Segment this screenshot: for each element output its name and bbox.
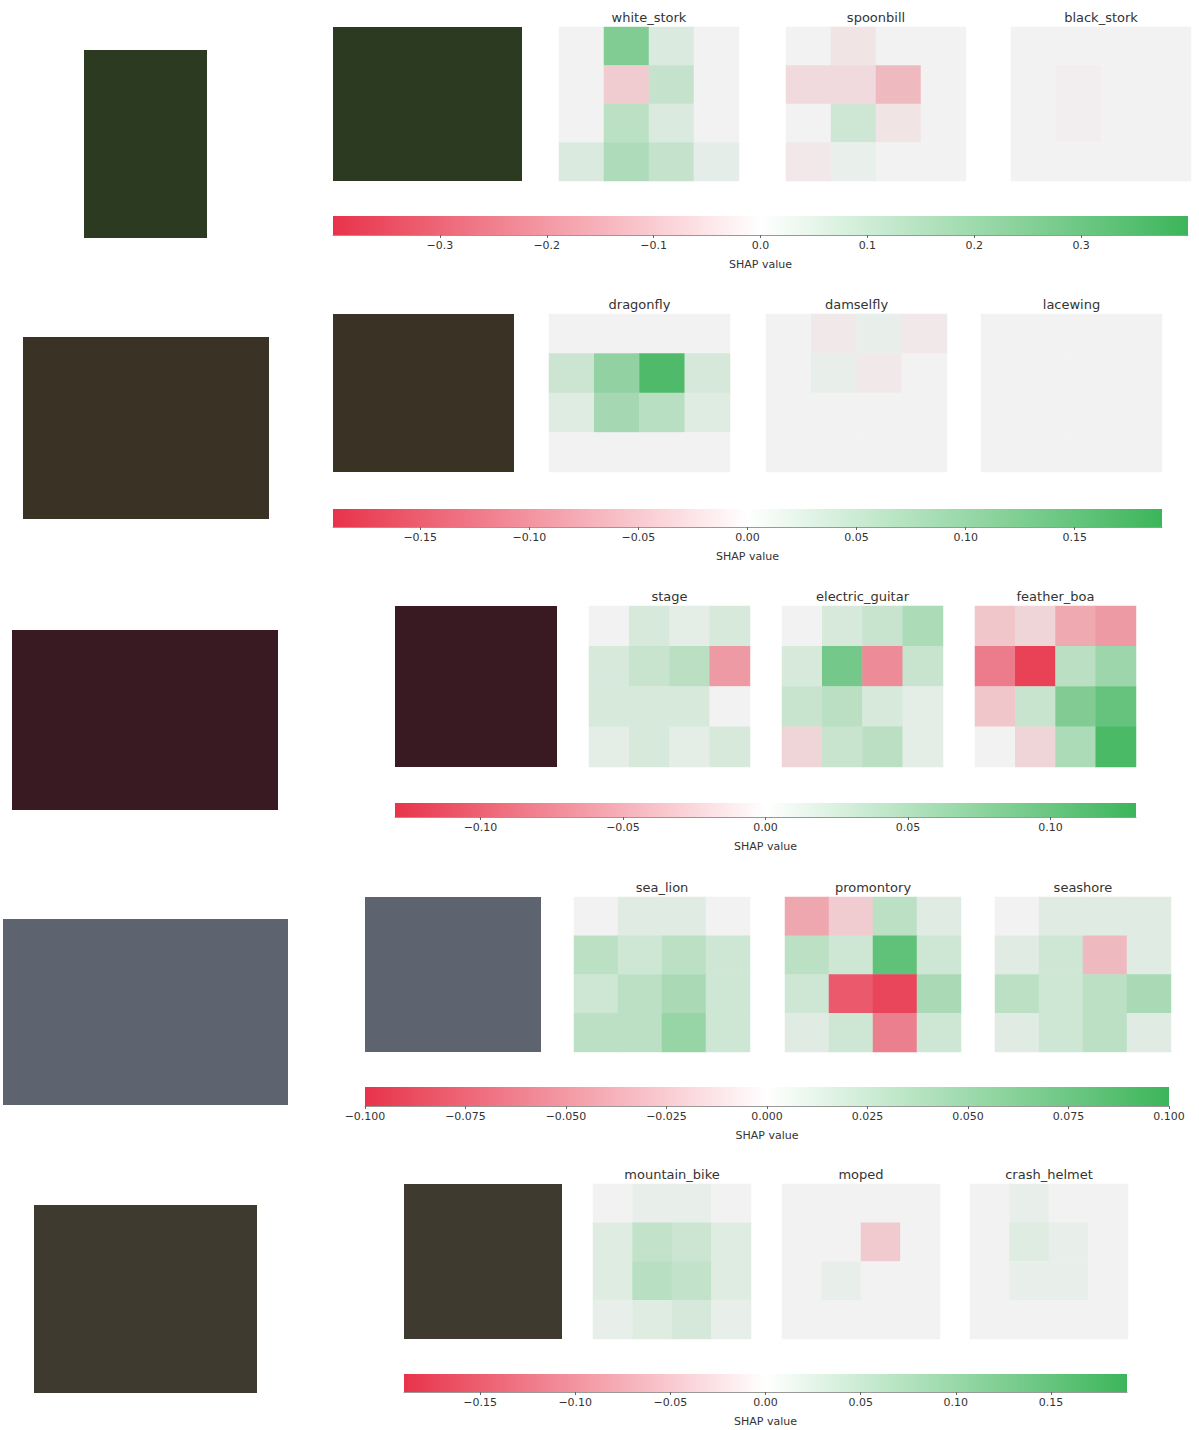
svg-text:−0.2: −0.2 xyxy=(533,239,560,252)
svg-text:0.00: 0.00 xyxy=(735,531,760,544)
svg-text:0.10: 0.10 xyxy=(1038,821,1063,834)
svg-text:mountain_bike: mountain_bike xyxy=(624,1167,719,1182)
svg-text:0.05: 0.05 xyxy=(844,531,869,544)
svg-text:−0.050: −0.050 xyxy=(546,1110,587,1123)
svg-text:−0.3: −0.3 xyxy=(427,239,454,252)
svg-text:electric_guitar: electric_guitar xyxy=(816,589,910,604)
svg-text:−0.1: −0.1 xyxy=(640,239,667,252)
svg-text:0.10: 0.10 xyxy=(944,1396,969,1409)
svg-text:spoonbill: spoonbill xyxy=(847,10,905,25)
svg-text:0.3: 0.3 xyxy=(1072,239,1090,252)
svg-text:0.10: 0.10 xyxy=(953,531,978,544)
svg-text:−0.10: −0.10 xyxy=(464,821,498,834)
svg-text:−0.100: −0.100 xyxy=(345,1110,386,1123)
svg-text:−0.025: −0.025 xyxy=(646,1110,687,1123)
svg-text:0.075: 0.075 xyxy=(1053,1110,1085,1123)
svg-text:crash_helmet: crash_helmet xyxy=(1005,1167,1093,1182)
svg-text:−0.05: −0.05 xyxy=(654,1396,688,1409)
svg-text:sea_lion: sea_lion xyxy=(636,880,689,895)
svg-text:0.100: 0.100 xyxy=(1153,1110,1185,1123)
svg-text:white_stork: white_stork xyxy=(612,10,687,25)
svg-text:dragonfly: dragonfly xyxy=(609,297,671,312)
svg-text:0.0: 0.0 xyxy=(752,239,770,252)
svg-text:moped: moped xyxy=(838,1167,883,1182)
svg-text:feather_boa: feather_boa xyxy=(1017,589,1095,604)
svg-text:black_stork: black_stork xyxy=(1064,10,1138,25)
svg-text:SHAP value: SHAP value xyxy=(734,840,797,853)
svg-text:SHAP value: SHAP value xyxy=(736,1129,799,1142)
svg-text:0.05: 0.05 xyxy=(848,1396,873,1409)
svg-text:0.2: 0.2 xyxy=(966,239,984,252)
svg-text:0.05: 0.05 xyxy=(896,821,921,834)
svg-text:−0.05: −0.05 xyxy=(606,821,640,834)
svg-text:SHAP value: SHAP value xyxy=(729,258,792,271)
svg-text:stage: stage xyxy=(651,589,687,604)
svg-text:SHAP value: SHAP value xyxy=(716,550,779,563)
svg-text:seashore: seashore xyxy=(1054,880,1113,895)
svg-text:0.025: 0.025 xyxy=(852,1110,884,1123)
svg-text:−0.15: −0.15 xyxy=(463,1396,497,1409)
svg-text:promontory: promontory xyxy=(835,880,912,895)
svg-text:0.00: 0.00 xyxy=(753,1396,778,1409)
svg-text:0.00: 0.00 xyxy=(753,821,778,834)
svg-text:−0.05: −0.05 xyxy=(622,531,656,544)
svg-text:0.15: 0.15 xyxy=(1062,531,1087,544)
svg-text:−0.10: −0.10 xyxy=(512,531,546,544)
svg-text:0.15: 0.15 xyxy=(1039,1396,1064,1409)
svg-text:0.1: 0.1 xyxy=(859,239,877,252)
svg-text:−0.15: −0.15 xyxy=(403,531,437,544)
svg-text:0.050: 0.050 xyxy=(952,1110,984,1123)
svg-text:lacewing: lacewing xyxy=(1043,297,1100,312)
svg-text:0.000: 0.000 xyxy=(751,1110,783,1123)
svg-text:SHAP value: SHAP value xyxy=(734,1415,797,1428)
svg-text:−0.10: −0.10 xyxy=(558,1396,592,1409)
svg-text:damselfly: damselfly xyxy=(825,297,888,312)
svg-text:−0.075: −0.075 xyxy=(445,1110,486,1123)
